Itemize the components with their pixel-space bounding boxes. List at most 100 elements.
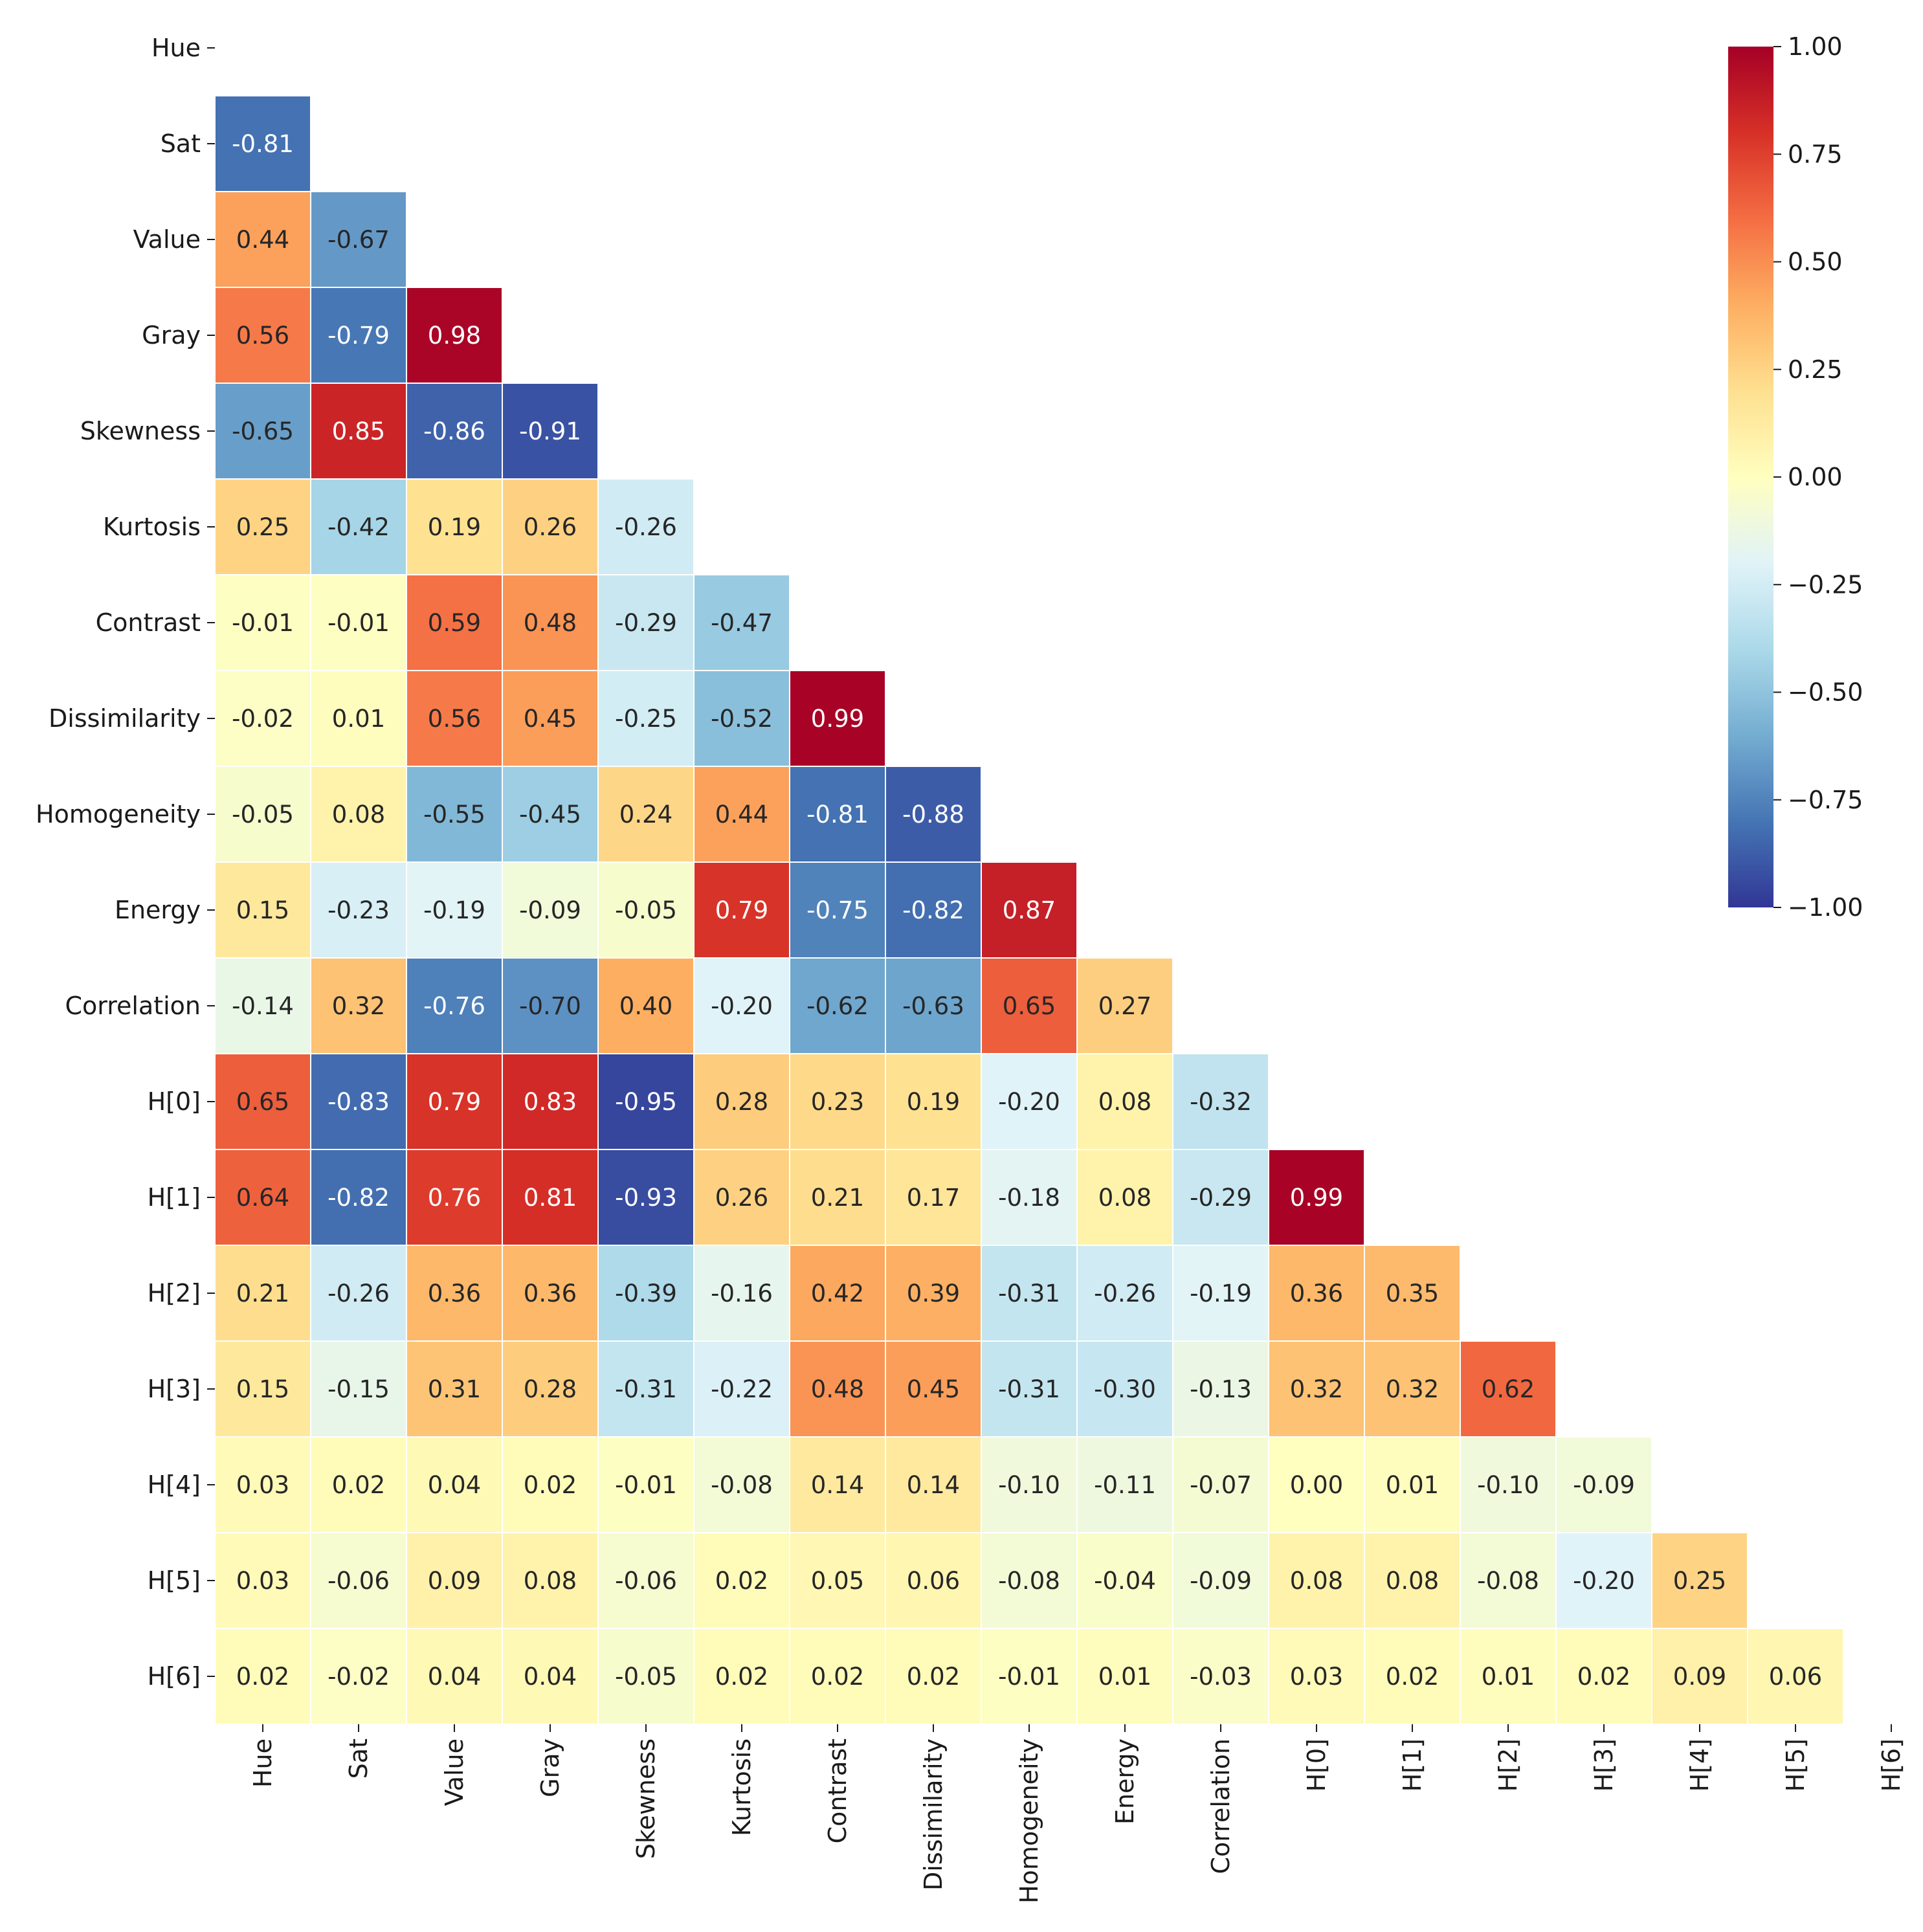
cell-value-h-6-h-4: 0.09 — [1673, 1663, 1726, 1691]
cell-value-h-0-correlation: -0.32 — [1190, 1088, 1252, 1116]
heatmap-cell-homogeneity-hue — [214, 766, 311, 863]
heatmap-cell-h-2-correlation — [1172, 1245, 1269, 1342]
cell-value-h-5-kurtosis: 0.02 — [715, 1567, 768, 1595]
heatmap-cell-h-5-h-2 — [1460, 1532, 1557, 1629]
cell-value-homogeneity-gray: -0.45 — [519, 801, 581, 828]
cell-value-h-1-correlation: -0.29 — [1190, 1184, 1252, 1212]
cell-value-contrast-hue: -0.01 — [232, 609, 294, 637]
heatmap-cell-h-3-correlation — [1172, 1340, 1269, 1438]
cell-value-h-3-dissimilarity: 0.45 — [907, 1375, 960, 1403]
heatmap-cell-h-2-energy — [1076, 1245, 1173, 1342]
cell-value-correlation-skewness: 0.40 — [619, 992, 672, 1020]
cell-value-h-5-contrast: 0.05 — [811, 1567, 864, 1595]
cell-value-correlation-energy: 0.27 — [1098, 992, 1151, 1020]
cell-value-energy-gray: -0.09 — [519, 896, 581, 924]
cell-value-h-5-skewness: -0.06 — [615, 1567, 677, 1595]
heatmap-cell-h-4-h-1 — [1364, 1436, 1461, 1533]
cell-value-h-1-hue: 0.64 — [236, 1184, 289, 1212]
cell-value-h-6-value: 0.04 — [428, 1663, 481, 1691]
heatmap-cell-h-4-contrast — [789, 1436, 886, 1533]
cell-value-energy-contrast: -0.75 — [806, 896, 869, 924]
cell-value-h-3-h-2: 0.62 — [1482, 1375, 1535, 1403]
heatmap-cell-kurtosis-skewness — [597, 478, 695, 575]
cell-value-homogeneity-dissimilarity: -0.88 — [902, 801, 964, 828]
y-tick-label-contrast: Contrast — [96, 608, 201, 637]
x-tick-label-gray: Gray — [536, 1738, 564, 1797]
heatmap-cell-h-2-hue — [214, 1245, 311, 1342]
cell-value-h-0-gray: 0.83 — [524, 1088, 577, 1116]
heatmap-cell-h-2-contrast — [789, 1245, 886, 1342]
cell-value-contrast-sat: -0.01 — [328, 609, 390, 637]
cell-value-h-4-skewness: -0.01 — [615, 1471, 677, 1499]
cell-value-dissimilarity-value: 0.56 — [428, 705, 481, 733]
heatmap-cell-h-6-h-3 — [1555, 1628, 1652, 1725]
y-tick-label-h-4: H[4] — [148, 1471, 201, 1499]
cell-value-h-1-h-0: 0.99 — [1290, 1184, 1343, 1212]
heatmap-cell-skewness-gray — [502, 383, 599, 480]
heatmap-cell-h-6-sat — [310, 1628, 407, 1725]
cell-value-h-3-homogeneity: -0.31 — [998, 1375, 1060, 1403]
cell-value-kurtosis-hue: 0.25 — [236, 513, 289, 541]
heatmap-cell-h-5-contrast — [789, 1532, 886, 1629]
cell-value-kurtosis-sat: -0.42 — [328, 513, 390, 541]
heatmap-cell-h-1-sat — [310, 1149, 407, 1246]
cell-value-energy-skewness: -0.05 — [615, 896, 677, 924]
heatmap-cell-h-3-h-2 — [1460, 1340, 1557, 1438]
cell-value-h-5-energy: -0.04 — [1094, 1567, 1156, 1595]
x-axis-tick-labels: Hue Sat Value Gray Skewness Kurtosis Contrast D… — [249, 1724, 1906, 1904]
cell-value-contrast-kurtosis: -0.47 — [711, 609, 773, 637]
heatmap-cell-contrast-gray — [502, 574, 599, 671]
cell-value-h-5-sat: -0.06 — [328, 1567, 390, 1595]
cell-value-h-6-dissimilarity: 0.02 — [907, 1663, 960, 1691]
heatmap-cell-correlation-gray — [502, 957, 599, 1054]
cell-value-h-5-hue: 0.03 — [236, 1567, 289, 1595]
cell-value-h-2-dissimilarity: 0.39 — [907, 1280, 960, 1307]
heatmap-cell-gray-hue — [214, 287, 311, 384]
heatmap-cell-h-3-dissimilarity — [885, 1340, 982, 1438]
cell-value-h-2-kurtosis: -0.16 — [711, 1280, 773, 1307]
y-tick-label-gray: Gray — [142, 321, 201, 350]
heatmap-cell-homogeneity-dissimilarity — [885, 766, 982, 863]
cell-value-h-0-skewness: -0.95 — [615, 1088, 677, 1116]
cell-value-skewness-gray: -0.91 — [519, 417, 581, 445]
heatmap-cell-dissimilarity-contrast — [789, 670, 886, 767]
colorbar-tick-label: −1.00 — [1788, 893, 1863, 922]
cell-value-h-5-h-3: -0.20 — [1573, 1567, 1635, 1595]
cell-value-h-5-h-1: 0.08 — [1386, 1567, 1439, 1595]
x-tick-label-hue: Hue — [249, 1738, 277, 1788]
cell-value-h-4-hue: 0.03 — [236, 1471, 289, 1499]
cell-value-h-4-gray: 0.02 — [524, 1471, 577, 1499]
heatmap-cell-h-6-h-0 — [1268, 1628, 1365, 1725]
x-tick-label-h-5: H[5] — [1781, 1738, 1810, 1792]
heatmap-cell-h-3-skewness — [597, 1340, 695, 1438]
cell-value-dissimilarity-contrast: 0.99 — [811, 705, 864, 733]
heatmap-cell-h-1-h-0 — [1268, 1149, 1365, 1246]
cell-value-h-3-value: 0.31 — [428, 1375, 481, 1403]
heatmap-cells: -0.81 0.44 -0.67 0.56 -0.79 0.98 -0.65 0.85 -0.8… — [214, 95, 1844, 1725]
y-tick-label-skewness: Skewness — [80, 417, 201, 445]
heatmap-cell-h-4-h-3 — [1555, 1436, 1652, 1533]
y-tick-label-hue: Hue — [151, 34, 201, 62]
heatmap-cell-dissimilarity-sat — [310, 670, 407, 767]
y-tick-label-h-2: H[2] — [148, 1279, 201, 1307]
cell-value-h-5-h-2: -0.08 — [1477, 1567, 1539, 1595]
cell-value-h-6-correlation: -0.03 — [1190, 1663, 1252, 1691]
cell-value-h-4-h-3: -0.09 — [1573, 1471, 1635, 1499]
cell-value-correlation-hue: -0.14 — [232, 992, 294, 1020]
heatmap-cell-h-3-h-0 — [1268, 1340, 1365, 1438]
x-tick-label-dissimilarity: Dissimilarity — [919, 1738, 948, 1891]
x-tick-label-kurtosis: Kurtosis — [728, 1738, 756, 1836]
cell-value-homogeneity-kurtosis: 0.44 — [715, 801, 768, 828]
heatmap-cell-correlation-sat — [310, 957, 407, 1054]
cell-value-homogeneity-sat: 0.08 — [332, 801, 385, 828]
heatmap-cell-energy-homogeneity — [981, 861, 1078, 959]
heatmap-cell-h-1-energy — [1076, 1149, 1173, 1246]
x-tick-label-h-0: H[0] — [1302, 1738, 1331, 1792]
heatmap-cell-h-6-h-2 — [1460, 1628, 1557, 1725]
cell-value-h-1-gray: 0.81 — [524, 1184, 577, 1212]
cell-value-homogeneity-skewness: 0.24 — [619, 801, 672, 828]
heatmap-cell-h-3-hue — [214, 1340, 311, 1438]
cell-value-h-6-sat: -0.02 — [328, 1663, 390, 1691]
cell-value-h-0-kurtosis: 0.28 — [715, 1088, 768, 1116]
